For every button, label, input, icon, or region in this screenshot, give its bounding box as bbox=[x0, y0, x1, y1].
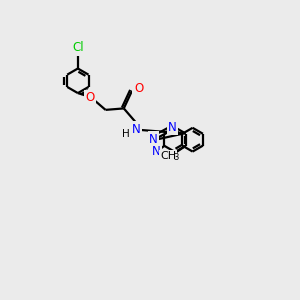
Text: N: N bbox=[149, 133, 158, 146]
Text: CH: CH bbox=[160, 151, 176, 160]
Text: O: O bbox=[85, 91, 95, 104]
Text: H: H bbox=[122, 129, 130, 139]
Text: N: N bbox=[152, 146, 161, 158]
Text: N: N bbox=[132, 122, 140, 136]
Text: 3: 3 bbox=[173, 153, 178, 162]
Text: Cl: Cl bbox=[72, 41, 84, 54]
Text: O: O bbox=[134, 82, 143, 95]
Text: N: N bbox=[168, 121, 177, 134]
